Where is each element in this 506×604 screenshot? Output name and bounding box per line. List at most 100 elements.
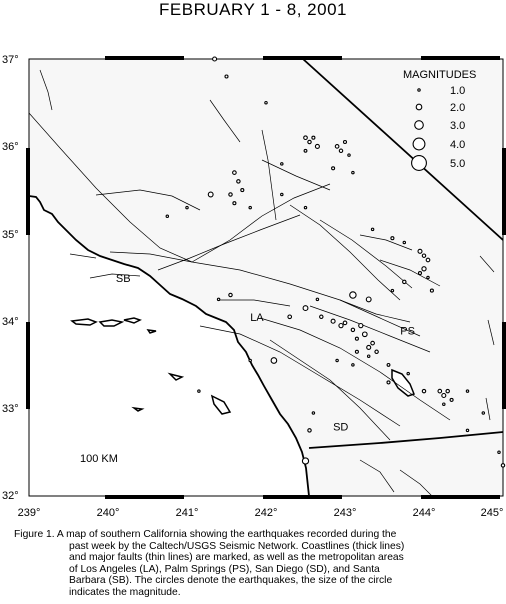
earthquake-marker xyxy=(228,192,233,197)
caption-line-3: and major faults (thin lines) are marked… xyxy=(69,552,404,564)
earthquake-marker xyxy=(303,135,308,141)
legend-label: 3.0 xyxy=(450,120,465,132)
lon-tick-label: 241° xyxy=(176,507,199,519)
earthquake-marker xyxy=(232,201,237,206)
lat-tick-label: 37° xyxy=(2,54,19,66)
earthquake-marker xyxy=(441,392,447,399)
earthquake-marker xyxy=(449,397,454,402)
place-label-ps: PS xyxy=(400,325,415,337)
earthquake-marker xyxy=(350,327,356,333)
earthquake-marker xyxy=(358,322,364,329)
earthquake-marker xyxy=(280,192,284,197)
earthquake-marker xyxy=(240,188,245,193)
channel-islands xyxy=(70,317,232,415)
legend-circle xyxy=(412,137,426,151)
earthquake-marker xyxy=(500,463,506,468)
salton-sea xyxy=(391,368,415,397)
earthquake-marker xyxy=(338,148,344,154)
earthquake-marker xyxy=(366,344,372,350)
fault-lines xyxy=(28,69,495,497)
earthquake-marker xyxy=(429,288,434,293)
earthquake-marker xyxy=(303,205,308,210)
latitude-labels: 37° 36° 35° 34° 33° 32° xyxy=(2,54,19,502)
earthquake-marker xyxy=(307,428,312,433)
lon-tick-label: 244° xyxy=(413,507,436,519)
earthquake-marker xyxy=(301,457,310,465)
longitude-labels: 239° 240° 241° 242° 243° 244° 245° xyxy=(18,507,504,519)
earthquake-markers xyxy=(165,56,506,468)
earthquake-marker xyxy=(365,296,372,303)
earthquake-marker xyxy=(465,428,470,433)
earthquake-marker xyxy=(342,139,348,145)
legend-label: 4.0 xyxy=(450,139,465,151)
earthquake-marker xyxy=(370,227,375,232)
map-frame-ticks xyxy=(26,56,506,499)
earthquake-marker xyxy=(347,153,351,157)
legend-circle xyxy=(411,155,427,171)
lat-tick-label: 34° xyxy=(2,316,19,328)
caption-line-6: indicates the magnitude. xyxy=(69,586,181,598)
state-boundaries xyxy=(302,58,504,449)
earthquake-marker xyxy=(386,362,391,367)
figure-caption: Figure 1. A map of southern California s… xyxy=(14,529,494,599)
earthquake-marker xyxy=(421,266,427,272)
caption-line-2: past week by the Caltech/USGS Seismic Ne… xyxy=(69,540,405,552)
lat-tick-label: 32° xyxy=(2,490,19,502)
legend-circle xyxy=(415,103,423,111)
legend-label: 5.0 xyxy=(450,158,465,170)
earthquake-marker xyxy=(185,205,189,210)
legend-circle xyxy=(417,88,421,92)
earthquake-marker xyxy=(406,371,410,376)
earthquake-marker xyxy=(361,331,368,338)
earthquake-marker xyxy=(280,162,284,166)
lon-tick-label: 243° xyxy=(334,507,357,519)
earthquake-marker xyxy=(334,144,340,149)
coastline xyxy=(28,195,310,497)
earthquake-marker xyxy=(421,388,427,394)
earthquake-marker xyxy=(354,336,359,341)
earthquake-marker xyxy=(330,318,336,324)
earthquake-marker xyxy=(402,279,407,285)
earthquake-marker xyxy=(197,389,201,393)
earthquake-marker xyxy=(481,411,486,415)
earthquake-marker xyxy=(311,135,316,140)
caption-line-4: of Los Angeles (LA), Palm Springs (PS), … xyxy=(69,563,380,575)
map-title: FEBRUARY 1 - 8, 2001 xyxy=(159,0,347,19)
lat-tick-label: 35° xyxy=(2,229,19,241)
earthquake-marker xyxy=(335,358,339,363)
place-label-sd: SD xyxy=(333,421,348,433)
lat-tick-label: 33° xyxy=(2,403,19,415)
earthquake-marker xyxy=(319,314,324,320)
earthquake-marker xyxy=(307,139,312,145)
earthquake-marker xyxy=(445,388,450,394)
earthquake-marker xyxy=(248,358,252,363)
earthquake-marker xyxy=(338,322,344,329)
earthquake-marker xyxy=(207,191,214,198)
earthquake-marker xyxy=(315,297,320,302)
earthquake-marker xyxy=(224,74,229,79)
caption-line-5: Barbara (SB). The circles denote the ear… xyxy=(69,575,393,587)
lon-tick-label: 245° xyxy=(481,507,504,519)
earthquake-marker xyxy=(354,349,359,354)
lon-tick-label: 240° xyxy=(97,507,120,519)
earthquake-marker xyxy=(366,354,371,358)
legend-label: 2.0 xyxy=(450,102,465,114)
lon-tick-label: 239° xyxy=(18,507,41,519)
earthquake-marker xyxy=(437,388,443,394)
earthquake-marker xyxy=(425,257,431,263)
earthquake-marker xyxy=(370,340,375,346)
earthquake-marker xyxy=(314,143,320,149)
earthquake-marker xyxy=(497,450,501,455)
place-label-la: LA xyxy=(250,312,264,324)
earthquake-marker xyxy=(228,292,233,298)
legend-label: 1.0 xyxy=(450,85,465,97)
earthquake-marker xyxy=(390,288,395,293)
earthquake-marker xyxy=(417,248,423,254)
earthquake-marker xyxy=(465,389,470,393)
earthquake-marker xyxy=(342,320,348,326)
earthquake-marker xyxy=(417,271,423,276)
earthquake-marker xyxy=(311,411,316,415)
earthquake-marker xyxy=(216,297,221,302)
ocean-area xyxy=(29,196,309,496)
